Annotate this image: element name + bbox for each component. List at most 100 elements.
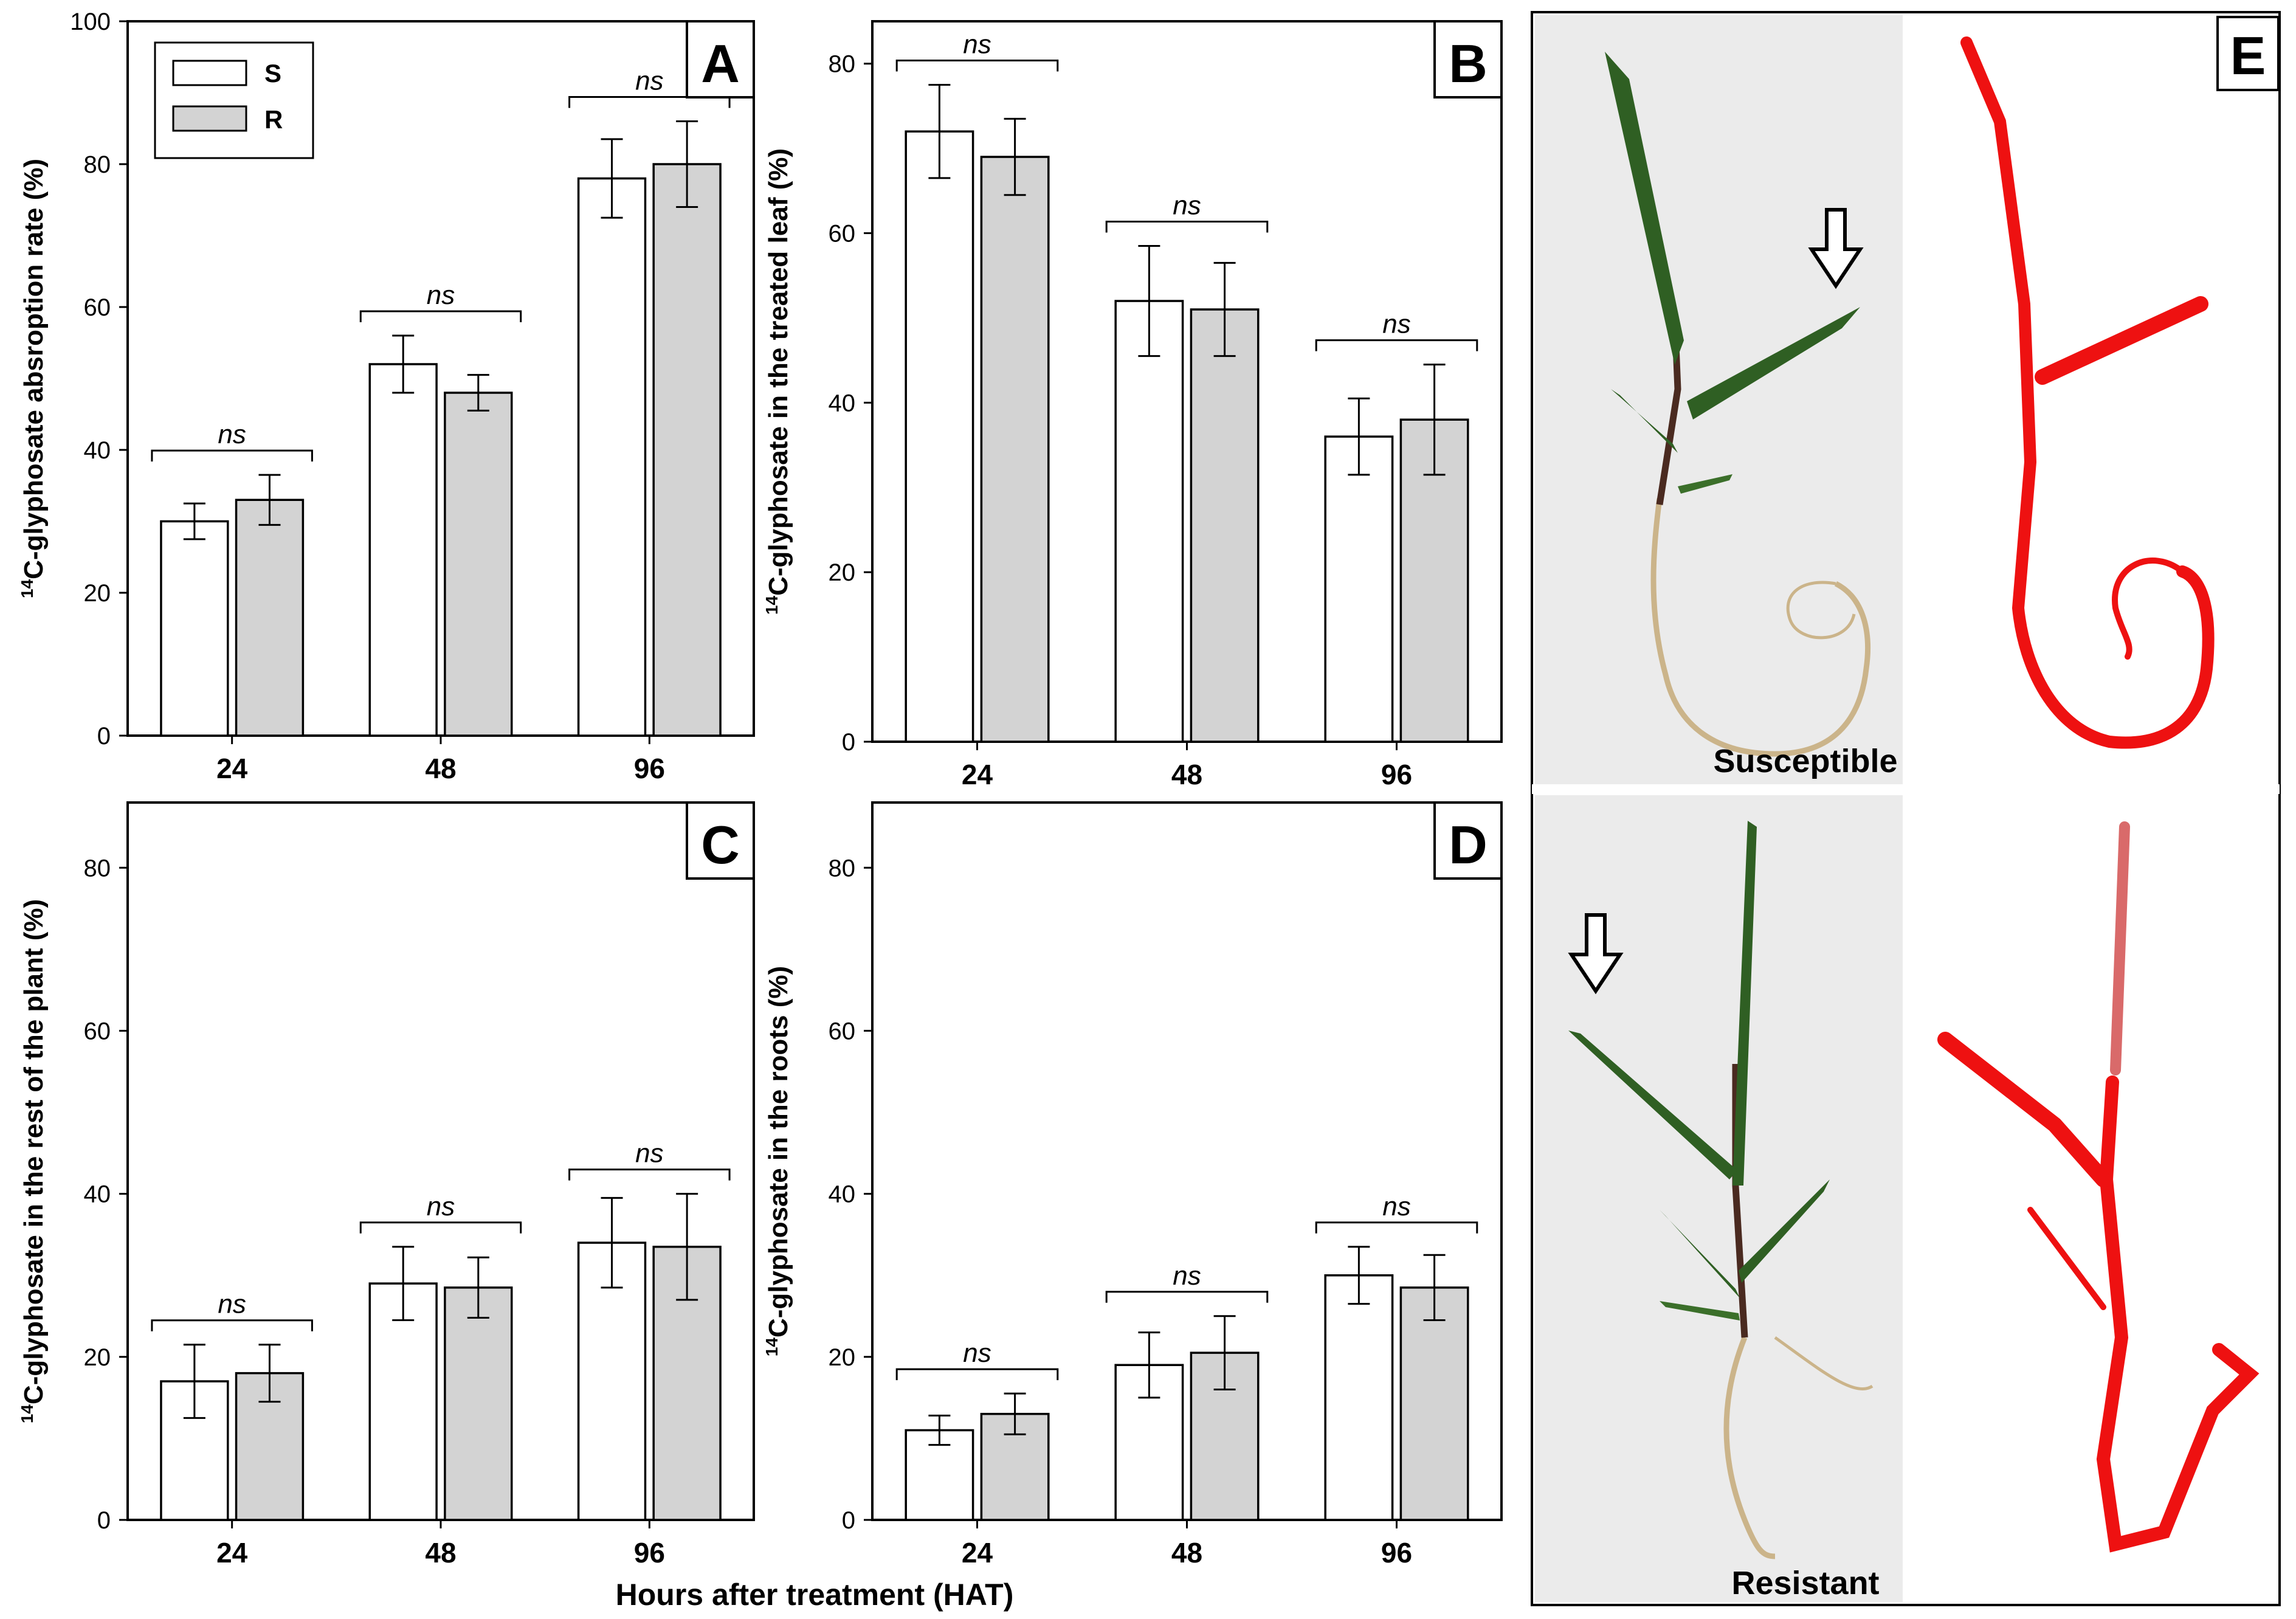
legend-swatch-s [172,60,247,86]
significance-bracket [1105,220,1269,233]
root-hair-icon [1774,1336,1874,1390]
significance-label: ns [1382,1192,1410,1221]
panel-letter-box [686,801,755,880]
significance-bracket [1105,1291,1269,1303]
stain-main-icon [1960,36,2215,749]
susceptible-plant [1605,52,1870,757]
significance-bracket [151,449,313,462]
x-tick-label: 48 [425,1537,456,1569]
stain-treated-leaf-icon [2035,296,2208,385]
legend-label-r: R [264,105,283,134]
bar-r [235,499,305,737]
legend-label-s: S [264,59,281,88]
y-tick-label: 0 [842,1507,855,1534]
bar-s [1114,300,1184,743]
leaf-treated-icon [1687,307,1860,419]
y-tick-label: 40 [829,1181,856,1208]
y-tick-label: 60 [84,1018,111,1044]
stain-main-icon [2096,1075,2260,1553]
bar-r [444,392,513,737]
x-tick-label: 24 [216,1537,248,1569]
y-tick-label: 80 [829,51,856,78]
bar-s [368,363,438,737]
bar-s [368,1282,438,1521]
bar-s [577,177,647,737]
significance-bracket [151,1319,313,1331]
x-tick-label: 48 [1171,759,1202,790]
x-tick-label: 24 [962,759,993,790]
label-resistant: Resistant [1731,1565,1879,1601]
y-tick-label: 40 [829,390,856,416]
legend-swatch-r [172,105,247,132]
y-tick-label: 0 [97,1507,111,1534]
significance-label: ns [1173,190,1201,220]
arrow-down-icon [1808,208,1864,289]
legend: S R [154,41,314,159]
panel-letter-box [1433,20,1503,98]
y-axis-label: 14C-glyphosate in the roots (%) [762,966,793,1356]
bar-s [160,520,229,737]
y-axis-label: 14C-glyphosate absroption rate (%) [18,159,49,598]
y-axis-label: 14C-glyphosate in the rest of the plant … [18,899,49,1423]
leaf-icon [1678,474,1732,494]
charts-layer: 0 20 40 60 80 100 14C-glyphosate absroption ra… [18,9,1503,1569]
significance-label: ns [1173,1261,1201,1291]
leaf-icon [1660,1301,1740,1320]
root-icon [1650,498,1870,757]
significance-label: ns [963,1338,991,1368]
significance-bracket [568,1169,731,1181]
y-tick-label: 100 [70,9,111,35]
root-hair-icon [1786,581,1856,640]
bar-r [980,156,1050,743]
x-tick-label: 24 [962,1537,993,1569]
y-tick-label: 80 [84,151,111,178]
y-tick-label: 40 [84,1181,111,1208]
bar-r [652,163,722,737]
significance-bracket [1315,339,1478,351]
stain-root-icon [2112,558,2185,660]
bar-s [1324,435,1394,743]
arrow-down-icon [1568,913,1624,995]
significance-label: ns [218,419,246,449]
x-tick-label: 96 [1381,759,1412,790]
significance-bracket [568,96,731,108]
significance-label: ns [1382,309,1410,339]
bar-r [1190,308,1260,743]
y-tick-label: 60 [829,1018,856,1044]
panel-letter: A [701,33,740,94]
significance-label: ns [427,1192,455,1221]
x-tick-label: 48 [425,753,456,784]
panel-letter-box [686,20,755,98]
leaf-icon [1732,821,1757,1186]
stain-leaf-icon [2110,821,2130,1075]
chart-panel-a: 0 20 40 60 80 100 14C-glyphosate absroption ra… [18,9,755,784]
bar-s [1324,1274,1394,1521]
significance-bracket [359,1221,522,1234]
autoradiograph-susceptible [1906,15,2277,784]
chart-panel-c: 0 20 40 60 80 14C-glyphosate in the rest of t… [18,801,755,1569]
x-tick-label: 96 [634,753,665,784]
susceptible-stain [1960,36,2215,749]
stain-leaf-icon [2027,1207,2106,1310]
significance-bracket [1315,1221,1478,1234]
y-tick-label: 60 [84,294,111,321]
y-tick-label: 80 [84,855,111,882]
panel-letter-e: E [2230,26,2266,86]
leaf-treated-icon [1568,1030,1737,1179]
x-tick-label: 48 [1171,1537,1202,1569]
significance-bracket [895,60,1059,72]
significance-bracket [359,310,522,322]
bar-r [235,1372,305,1521]
panel-letter: D [1449,815,1488,875]
root-icon [1723,1336,1776,1559]
significance-label: ns [635,66,663,96]
x-tick-label: 96 [634,1537,665,1569]
y-tick-label: 60 [829,221,856,247]
leaf-icon [1739,1179,1830,1283]
y-tick-label: 20 [84,1344,111,1371]
y-tick-label: 80 [829,855,856,882]
resistant-stain [1937,821,2260,1553]
label-susceptible: Susceptible [1713,743,1897,779]
chart-panel-d: 0 20 40 60 80 14C-glyphosate in the roots (%)… [762,801,1503,1569]
bar-r [444,1286,513,1521]
